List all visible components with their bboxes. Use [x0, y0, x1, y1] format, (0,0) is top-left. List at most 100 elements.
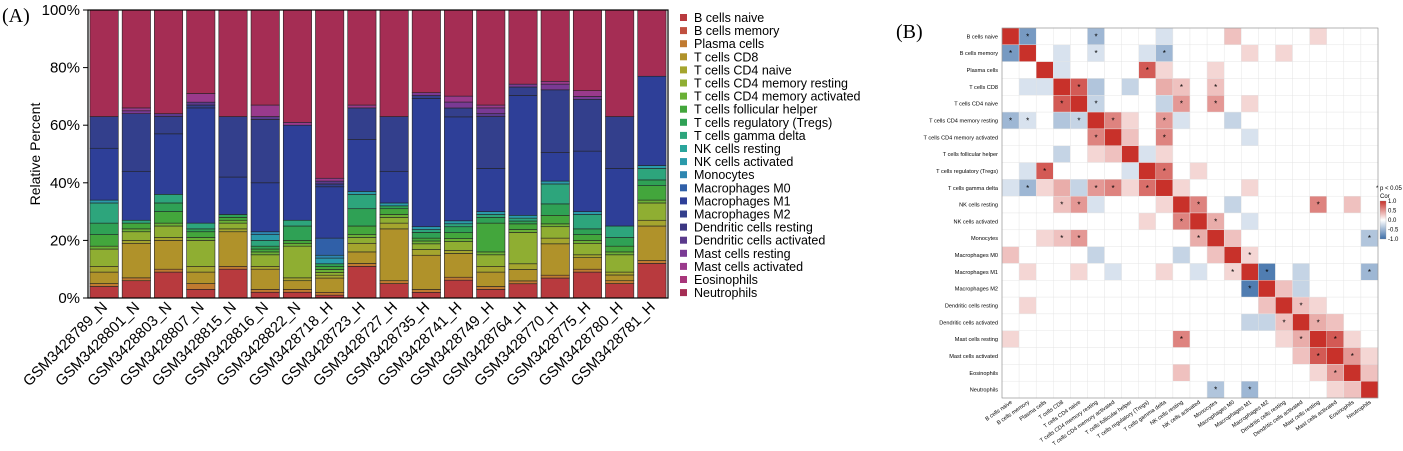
- heatmap-cell: [1223, 212, 1242, 231]
- heatmap-cell: [1258, 179, 1276, 197]
- heatmap-cell: [1223, 195, 1242, 214]
- heatmap-cell: [1087, 263, 1105, 281]
- bar-segment: [186, 107, 216, 224]
- heatmap-cell: [1292, 195, 1310, 214]
- heatmap-cell: [1018, 330, 1037, 348]
- heatmap-cell: [1172, 179, 1191, 197]
- heatmap-cell: [1018, 380, 1037, 399]
- heatmap-cell: [1087, 162, 1105, 180]
- heatmap-row-label: Dendritic cells resting: [945, 304, 998, 310]
- heatmap-cell: [1087, 364, 1105, 382]
- bar-segment: [637, 179, 667, 186]
- significance-star: *: [1180, 83, 1183, 92]
- heatmap-cell: [1035, 27, 1054, 46]
- heatmap-cell: [1155, 212, 1174, 231]
- heatmap-cell: [1343, 162, 1362, 180]
- bar-segment: [540, 226, 570, 239]
- bar-segment: [315, 257, 345, 265]
- significance-star: *: [1146, 66, 1149, 75]
- heatmap-cell: [1223, 111, 1242, 130]
- heatmap-cell: [1258, 364, 1276, 382]
- legend-label: T cells CD4 naive: [694, 63, 792, 77]
- heatmap-cell: [1292, 44, 1310, 62]
- heatmap-cell: [1018, 347, 1037, 365]
- heatmap-row-label: T cells CD4 naive: [954, 102, 998, 108]
- heatmap-cell: [1001, 61, 1020, 79]
- bar-segment: [444, 220, 474, 225]
- heatmap-cell: [1001, 364, 1020, 382]
- heatmap-cell: [1138, 263, 1157, 281]
- bar-segment: [379, 217, 409, 224]
- heatmap-cell: [1070, 364, 1088, 382]
- bar-segment: [250, 254, 280, 267]
- bar-segment: [186, 240, 216, 267]
- heatmap-cell: [1241, 347, 1259, 365]
- heatmap-cell: [1241, 179, 1259, 197]
- heatmap-cell: [1087, 330, 1105, 348]
- bar-segment: [154, 202, 184, 212]
- heatmap-cell: [1155, 61, 1174, 79]
- heatmap-cell: [1138, 128, 1157, 146]
- bar-segment: [121, 113, 151, 172]
- bar-segment: [572, 90, 602, 97]
- heatmap-cell: [1138, 229, 1157, 247]
- heatmap-cell: [1292, 78, 1310, 96]
- significance-star: *: [1300, 335, 1303, 344]
- legend-swatch: [680, 210, 687, 218]
- heatmap-cell: [1121, 111, 1139, 130]
- bar-segment: [476, 116, 506, 169]
- heatmap-cell: [1035, 128, 1054, 146]
- heatmap-cell: [1309, 162, 1327, 180]
- bar-segment: [605, 274, 635, 282]
- bar-segment: [508, 269, 538, 282]
- heatmap-cell: [1223, 95, 1242, 113]
- legend-swatch: [680, 53, 687, 61]
- heatmap-cell: [1206, 44, 1225, 62]
- heatmap-cell: [1155, 296, 1174, 315]
- significance-star: *: [1317, 201, 1320, 210]
- heatmap-cell: [1343, 195, 1362, 214]
- bar-segment: [444, 107, 474, 118]
- heatmap-cell: [1223, 347, 1242, 365]
- colorbar-tick-label: 0.5: [1388, 209, 1397, 215]
- bar-segment: [411, 92, 441, 96]
- heatmap-cell: [1326, 229, 1345, 247]
- bar-segment: [540, 223, 570, 228]
- heatmap-cell: [1018, 296, 1037, 315]
- heatmap-cell: [1241, 27, 1259, 46]
- heatmap-cell: [1275, 212, 1293, 231]
- significance-star: *: [1146, 184, 1149, 193]
- heatmap-cell: [1070, 212, 1088, 231]
- heatmap-cell: [1035, 78, 1054, 96]
- heatmap-cell: [1189, 296, 1208, 315]
- significance-star: *: [1368, 234, 1371, 243]
- legend-label: Macrophages M2: [694, 208, 791, 222]
- heatmap-cell: [1053, 313, 1071, 331]
- bar-segment: [411, 95, 441, 99]
- bar-segment: [572, 240, 602, 244]
- heatmap-cell: [1223, 229, 1242, 247]
- heatmap-cell: [1104, 145, 1122, 163]
- heatmap-cell: [1275, 111, 1293, 130]
- heatmap-cell: [1155, 246, 1174, 264]
- correlation-heatmap: * * * * * * * * * * * * * * * * * * * * * * * * * * * * * * * * * * * * * * * *…: [923, 27, 1403, 447]
- heatmap-cell: [1155, 364, 1174, 382]
- heatmap-cell: [1155, 313, 1174, 331]
- heatmap-cell: [1053, 179, 1071, 197]
- colorbar-title: Cor: [1380, 194, 1390, 200]
- heatmap-cell: [1087, 111, 1105, 130]
- heatmap-cell: [1343, 330, 1362, 348]
- heatmap-cell: [1360, 27, 1379, 46]
- significance-star: *: [1248, 251, 1251, 260]
- bar-segment: [476, 254, 506, 267]
- heatmap-cell: [1223, 330, 1242, 348]
- bar-segment: [637, 185, 667, 201]
- heatmap-cell: [1121, 212, 1139, 231]
- significance-star: *: [1214, 100, 1217, 109]
- heatmap-cell: [1360, 212, 1379, 231]
- bar-segment: [476, 104, 506, 109]
- bar-segment: [572, 228, 602, 235]
- bar-segment: [540, 277, 570, 299]
- bar-segment: [347, 234, 377, 238]
